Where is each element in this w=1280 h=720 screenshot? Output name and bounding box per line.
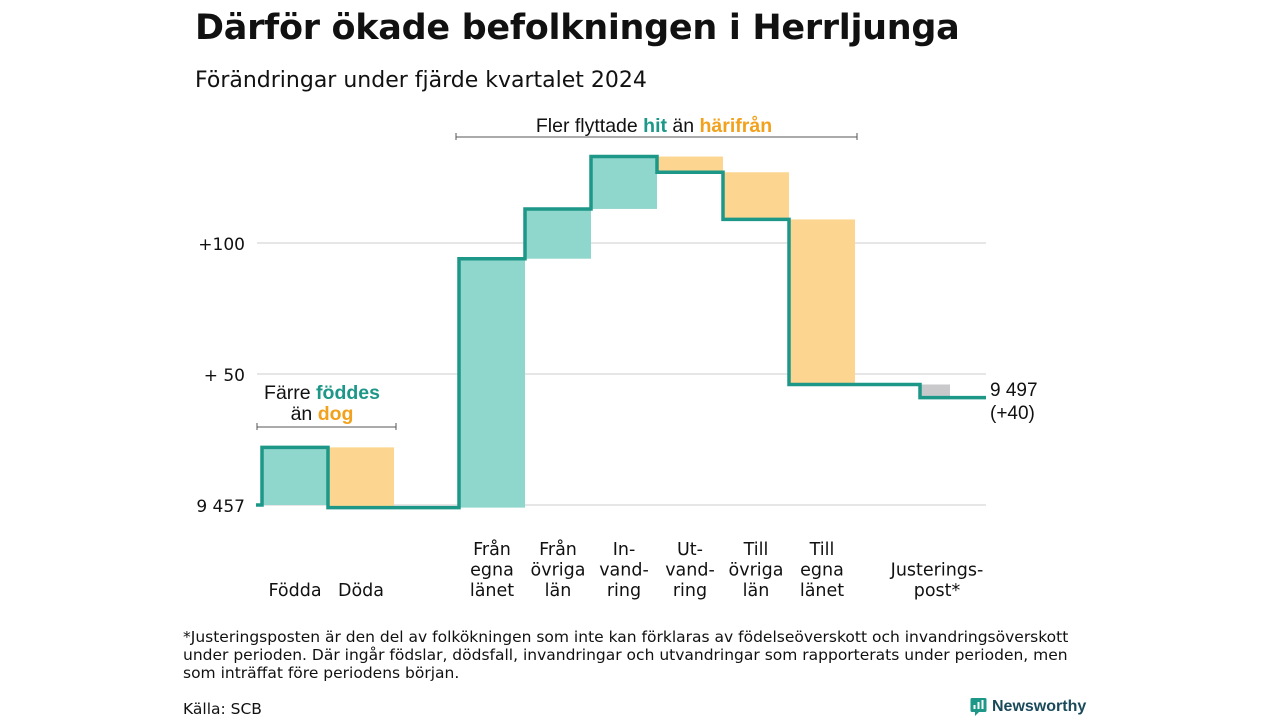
annotation-highlight: dog bbox=[318, 403, 354, 425]
end-value-label: 9 497 bbox=[990, 380, 1038, 401]
births-annotation-line1: Färre föddes bbox=[264, 382, 380, 404]
category-label: övriga bbox=[531, 561, 586, 581]
category-label: Justerings- bbox=[890, 561, 984, 581]
waterfall-chart: 9 457+ 50+100 Födda DödaFrånegnalänetFrån… bbox=[196, 114, 1038, 601]
category-labels: Födda DödaFrånegnalänetFrånövrigalänIn-va… bbox=[268, 539, 983, 601]
annotation-text: Fler flyttade bbox=[536, 115, 643, 137]
footnote: *Justeringsposten är den del av folkökni… bbox=[183, 628, 1069, 682]
y-tick-label: 9 457 bbox=[196, 497, 245, 517]
category-label: egna bbox=[800, 561, 844, 581]
category-label: länet bbox=[470, 581, 514, 601]
y-tick-label: +100 bbox=[198, 235, 245, 255]
y-tick-label: + 50 bbox=[204, 366, 245, 386]
category-label: vand- bbox=[599, 561, 649, 581]
migration-bracket bbox=[455, 133, 858, 140]
category-label: Från bbox=[539, 539, 577, 560]
bar bbox=[920, 384, 950, 398]
births-bracket bbox=[256, 423, 397, 430]
newsworthy-logo-icon bbox=[970, 698, 987, 716]
category-label: vand- bbox=[665, 561, 715, 581]
bar bbox=[591, 156, 657, 209]
bar bbox=[525, 208, 591, 259]
chart-subtitle: Förändringar under fjärde kvartalet 2024 bbox=[195, 68, 647, 93]
category-label: län bbox=[743, 581, 770, 601]
annotation-text: än bbox=[291, 403, 318, 425]
category-label: In- bbox=[613, 540, 636, 560]
category-label: övriga bbox=[729, 561, 784, 581]
bars bbox=[262, 156, 950, 508]
source: Källa: SCB bbox=[183, 700, 262, 718]
category-label: post* bbox=[914, 581, 961, 601]
bar bbox=[723, 172, 789, 220]
category-label: ring bbox=[607, 581, 641, 601]
chart-title: Därför ökade befolkningen i Herrljunga bbox=[195, 8, 960, 48]
step-line bbox=[256, 154, 986, 510]
category-label: län bbox=[545, 581, 572, 601]
annotation-highlight: härifrån bbox=[700, 114, 773, 137]
migration-annotation: Fler flyttade hit än härifrån bbox=[536, 114, 772, 137]
bar bbox=[262, 447, 328, 505]
category-label: Till bbox=[743, 540, 769, 560]
bar bbox=[328, 447, 394, 508]
step-line bbox=[256, 154, 986, 510]
end-label: 9 497(+40) bbox=[990, 380, 1038, 424]
annotation-highlight: föddes bbox=[316, 382, 380, 404]
bar bbox=[789, 219, 855, 385]
category-label: ring bbox=[673, 581, 707, 601]
bar bbox=[459, 258, 525, 508]
end-change-label: (+40) bbox=[990, 403, 1035, 424]
brand: Newsworthy bbox=[970, 697, 1086, 717]
annotation-text: Färre bbox=[264, 382, 316, 404]
category-label: länet bbox=[800, 581, 844, 601]
brand-name: Newsworthy bbox=[992, 698, 1087, 715]
annotation-text: än bbox=[667, 115, 700, 137]
y-tick-labels: 9 457 + 50 +100 bbox=[196, 235, 245, 517]
category-label: Till bbox=[809, 540, 835, 560]
category-label: Födda bbox=[268, 581, 321, 601]
annotation-highlight: hit bbox=[643, 115, 667, 137]
category-label: Från bbox=[473, 539, 511, 560]
category-label: Ut- bbox=[677, 540, 703, 560]
births-annotation-line2: än dog bbox=[291, 403, 354, 425]
category-label: Döda bbox=[338, 581, 384, 601]
bar bbox=[657, 156, 723, 173]
category-label: egna bbox=[470, 561, 514, 581]
